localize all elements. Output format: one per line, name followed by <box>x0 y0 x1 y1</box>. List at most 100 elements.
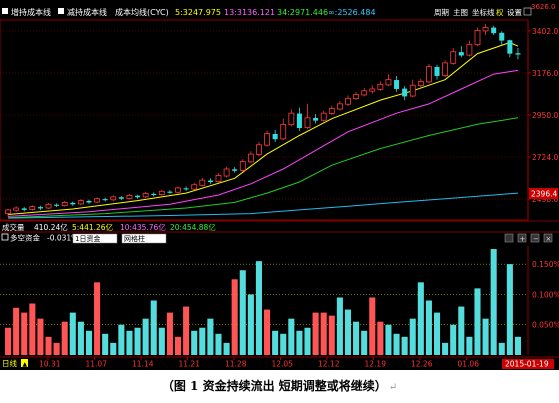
fund-bar <box>312 312 319 355</box>
date-label: 12.12 <box>318 360 340 369</box>
date-label: 10.31 <box>39 360 61 369</box>
legend-buy-cost-line[interactable]: 增持成本线 <box>11 7 51 17</box>
fund-bar <box>61 321 68 355</box>
candle <box>13 206 20 212</box>
candle <box>70 201 76 206</box>
price-panel-frame <box>0 19 529 221</box>
gridline-button[interactable]: 坐标线 <box>472 7 495 17</box>
candle-body-down <box>21 208 27 210</box>
candle <box>21 207 27 212</box>
candle-body-down <box>458 52 464 56</box>
moving-average-lines <box>7 41 519 219</box>
fund-bar <box>126 330 133 355</box>
legend-cyc-line[interactable]: 成本均线(CYC) <box>115 7 169 17</box>
fund-bar <box>514 336 521 355</box>
candle <box>223 166 230 178</box>
candle-body-down <box>296 113 302 129</box>
fund-bar <box>37 318 44 355</box>
date-label: 11.14 <box>132 360 154 369</box>
candle <box>110 195 117 201</box>
candle <box>232 167 238 173</box>
candle <box>458 46 464 58</box>
window-toggle-icon[interactable] <box>523 7 532 16</box>
fund-style-select[interactable] <box>121 233 167 244</box>
fund-bar <box>450 324 457 355</box>
candle <box>77 199 84 206</box>
candle <box>215 173 222 183</box>
fund-bar <box>320 312 327 355</box>
zoom-out-glyph: − <box>533 235 539 243</box>
candle-body-up <box>215 175 222 183</box>
candle-body-down <box>54 204 60 206</box>
date-label: 12.26 <box>411 360 433 369</box>
fund-bar <box>385 324 392 355</box>
fund-panel-header: 多空资金 -0.031% 1日资金 网格柱 + − × <box>1 233 553 244</box>
settings-button[interactable]: 设置 <box>507 7 522 17</box>
main-chart-button[interactable]: 主图 <box>453 7 468 17</box>
candle-body-down <box>507 40 513 54</box>
price-axis-ticks: 3402.0 3176.0 2950.0 2724.0 2498.0 <box>528 27 558 204</box>
close-panel-icon[interactable] <box>543 233 553 243</box>
candle <box>142 192 149 198</box>
candle <box>466 40 473 57</box>
fund-panel: 0.150% 0.100% 0.050% <box>0 246 559 355</box>
candle-body-up <box>450 51 457 64</box>
header-toolbar: 周期 主图 坐标线 权 设置 <box>434 7 532 17</box>
fund-bar <box>53 342 60 355</box>
fund-tick-label: 0.050% <box>532 321 559 330</box>
candle-body-up <box>264 133 270 146</box>
header-legend: 增持成本线 减持成本线 成本均线(CYC) 5:3247.975 13:3136… <box>2 7 376 17</box>
rights-button[interactable]: 权 <box>496 7 504 17</box>
candle-body-up <box>320 112 327 121</box>
candle-body-down <box>434 67 440 76</box>
candle <box>135 194 141 199</box>
timeframe-tag[interactable]: 日线 <box>2 358 17 368</box>
fund-panel-collapse-icon[interactable] <box>1 233 9 241</box>
fund-bar <box>207 318 214 355</box>
fund-bars <box>5 249 521 355</box>
candle <box>126 194 133 200</box>
fund-period-select[interactable] <box>72 233 118 244</box>
fund-panel-settings-icon[interactable] <box>504 233 514 243</box>
fund-style-select-value: 网格柱 <box>124 234 145 243</box>
price-grid <box>0 30 528 200</box>
period-button[interactable]: 周期 <box>434 8 449 17</box>
fund-bar <box>85 330 93 355</box>
fund-bar <box>255 261 262 355</box>
candle-body-up <box>126 194 133 199</box>
date-label: 11.21 <box>179 360 201 369</box>
zoom-in-icon[interactable] <box>517 233 527 243</box>
fund-bar <box>442 342 449 355</box>
candle <box>102 197 108 202</box>
candle-body-up <box>280 123 287 140</box>
candle <box>239 159 246 172</box>
figure-caption-text: （图 1 资金持续流出 短期调整或将继续） <box>161 379 387 393</box>
candle <box>45 202 52 209</box>
candle-body-up <box>5 209 11 215</box>
fund-bar <box>296 330 303 355</box>
date-label: 12.05 <box>272 360 294 369</box>
ma-inf-value: ∞:2526.484 <box>328 8 376 17</box>
candle-body-up <box>239 161 246 171</box>
candle <box>434 64 440 80</box>
legend-sell-cost-line[interactable]: 减持成本线 <box>67 7 107 17</box>
candle <box>377 81 384 91</box>
candle-body-down <box>515 53 521 55</box>
price-tick-label: 2498.0 <box>532 195 558 204</box>
ma-line-5 <box>7 41 519 215</box>
candle-body-up <box>29 206 36 210</box>
candle <box>336 101 343 111</box>
candle-body-up <box>336 103 343 110</box>
candle-body-up <box>13 207 20 211</box>
candlesticks <box>5 23 521 217</box>
ma-line-34 <box>7 117 519 219</box>
volume-ma20: 20:454.88亿 <box>170 222 216 232</box>
candle-body-up <box>426 66 432 83</box>
candle-body-up <box>45 203 52 209</box>
zoom-out-icon[interactable] <box>530 233 540 243</box>
fund-bar <box>29 303 36 355</box>
timeframe-dropdown-icon[interactable] <box>21 359 28 367</box>
candle-body-up <box>158 190 165 196</box>
fund-bar <box>223 342 230 355</box>
candle-body-up <box>409 84 416 97</box>
